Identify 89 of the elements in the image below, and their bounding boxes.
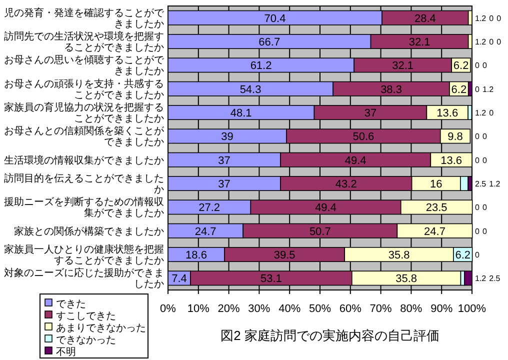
data-label: 1.2 <box>482 84 494 94</box>
legend-label: あまりできなかった <box>56 323 146 334</box>
data-label: 43.2 <box>335 178 357 190</box>
data-label: 1.2 <box>475 14 487 23</box>
data-label: 49.4 <box>344 154 366 167</box>
data-label: 37 <box>364 108 377 120</box>
data-label: 37 <box>218 154 230 167</box>
data-label: 38.3 <box>380 84 402 96</box>
data-label: 35.8 <box>388 250 410 262</box>
data-label: 0 <box>489 14 494 23</box>
data-label: 7.4 <box>172 273 187 286</box>
data-label: 1.2 <box>489 180 501 188</box>
data-label: 0 <box>496 14 502 23</box>
data-label: 0 <box>475 61 480 70</box>
y-tick-label: 児の発育・発達を確認することができましたか <box>4 6 165 30</box>
data-label: 9.8 <box>448 131 463 144</box>
x-tick-label: 60% <box>339 303 362 315</box>
data-label: 39 <box>221 131 234 144</box>
data-label: 54.3 <box>240 84 262 96</box>
data-label: 18.6 <box>186 250 207 262</box>
data-label: 70.4 <box>264 12 286 25</box>
data-label: 6.2 <box>455 250 471 262</box>
legend-label: 不明 <box>56 347 76 358</box>
data-label: 13.6 <box>440 154 462 167</box>
legend-label: できた <box>56 299 86 310</box>
text: 図2 家庭訪問での実施内容の自己評価 <box>220 328 440 343</box>
y-tick-label: お母さんの頑張りを支持・共感することができましたか <box>4 78 164 101</box>
data-label: 0 <box>475 226 480 236</box>
data-label: 24.7 <box>424 226 446 238</box>
data-label: 0 <box>475 84 480 94</box>
data-label: 37 <box>218 178 230 190</box>
x-tick-label: 90% <box>430 303 453 315</box>
y-tick-label: お母さんの思いを傾聴することができましたか <box>4 54 165 78</box>
data-label: 0 <box>475 250 480 260</box>
x-tick-label: 70% <box>370 303 392 315</box>
y-tick-label: 訪問先での生活状況や環境を把握することができましたか <box>4 30 164 54</box>
x-tick-label: 20% <box>218 303 240 315</box>
data-label: 39.5 <box>274 250 296 262</box>
data-label: 50.7 <box>309 226 331 238</box>
y-tick-label: お母さんとの信頼関係を築くことができましたか <box>4 125 165 148</box>
legend-label: できなかった <box>56 335 116 346</box>
data-label: 16 <box>430 178 442 190</box>
x-tick-label: 10% <box>187 303 210 315</box>
data-label: 0 <box>482 203 488 212</box>
data-label: 2.5 <box>475 180 487 188</box>
y-tick-label: 生活環境の情報収集ができましたか <box>4 154 164 166</box>
data-label: 32.1 <box>392 60 414 72</box>
data-label: 35.8 <box>396 273 418 286</box>
data-label: 6.2 <box>453 60 469 72</box>
data-label: 32.1 <box>408 36 430 48</box>
data-label: 49.4 <box>315 202 336 214</box>
data-label: 0 <box>482 156 488 165</box>
data-label: 28.4 <box>414 12 436 25</box>
data-label: 0 <box>482 61 488 70</box>
data-label: 0 <box>482 226 488 236</box>
data-label: 0 <box>489 108 494 118</box>
data-label: 1.2 <box>475 38 487 46</box>
data-label: 50.6 <box>352 131 374 144</box>
y-tick-label: 家族員の育児協力の状況を把握することができましたか <box>4 102 164 124</box>
x-tick-label: 100% <box>458 303 486 315</box>
x-tick-label: 40% <box>278 303 301 315</box>
data-label: 0 <box>496 38 502 46</box>
data-label: 53.1 <box>260 273 282 286</box>
data-label: 0 <box>482 132 488 142</box>
data-label: 0 <box>475 156 480 165</box>
data-label: 1.2 <box>475 108 487 118</box>
data-label: 24.7 <box>194 226 216 238</box>
x-tick-label: 0% <box>160 303 176 315</box>
data-label: 0 <box>489 38 494 46</box>
legend-label: すこしできた <box>56 311 116 322</box>
x-tick-label: 80% <box>400 303 422 315</box>
data-label: 0 <box>475 203 480 212</box>
data-label: 13.6 <box>436 108 458 120</box>
data-label: 23.5 <box>426 202 448 214</box>
y-tick-label: 援助ニーズを判断するための情報収集ができましたか <box>4 196 164 220</box>
y-tick-label: 家族員一人ひとりの健康状態を把握することができましたか <box>4 244 164 266</box>
data-label: 0 <box>475 132 480 142</box>
data-label: 6.2 <box>451 84 467 96</box>
data-label: 1.2 <box>475 274 487 284</box>
data-label: 27.2 <box>198 202 220 214</box>
y-tick-label: 訪問目的を伝えることができましたか <box>4 172 164 196</box>
data-label: 61.2 <box>250 60 272 72</box>
data-label: 48.1 <box>230 108 252 120</box>
data-label: 66.7 <box>258 36 280 48</box>
data-label: 2.5 <box>489 274 501 284</box>
x-tick-label: 50% <box>308 303 332 315</box>
y-tick-label: 対象のニーズに応じた援助ができましたか <box>4 267 164 290</box>
x-tick-label: 30% <box>248 303 270 315</box>
y-tick-label: 家族との関係が構築できましたか <box>14 225 164 238</box>
